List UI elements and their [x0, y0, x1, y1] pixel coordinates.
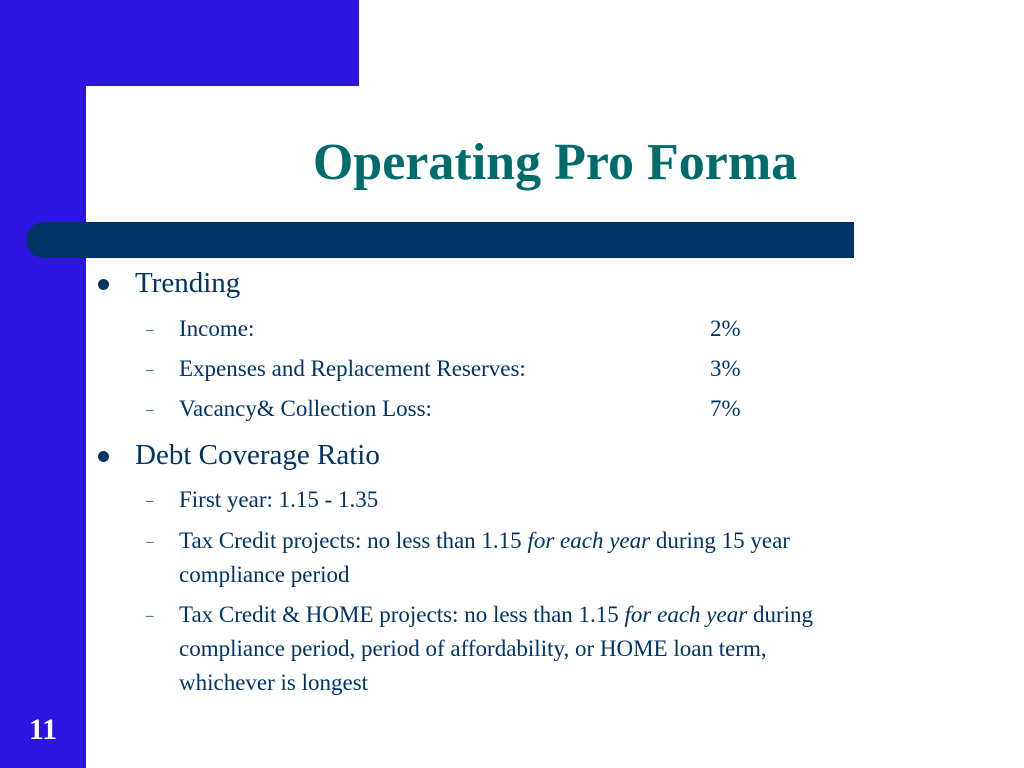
dash-icon: –: [146, 608, 154, 624]
dash-icon: –: [146, 402, 154, 418]
trending-item-value: 7%: [710, 396, 741, 421]
debt-first-year: First year: 1.15 - 1.35: [179, 487, 379, 512]
debt-tax-credit-line1: Tax Credit projects: no less than 1.15 f…: [179, 524, 790, 558]
dash-icon: –: [146, 322, 154, 338]
trending-item-label: Income:: [179, 316, 255, 341]
title-underline-bar: [26, 222, 854, 258]
slide-title: Operating Pro Forma: [312, 134, 798, 191]
text-segment: Tax Credit & HOME projects: no less than…: [179, 602, 625, 627]
debt-tax-credit-home-line2: compliance period, period of affordabili…: [179, 636, 767, 661]
trending-item-value: 3%: [710, 356, 741, 381]
debt-tax-credit-home-line3: whichever is longest: [179, 670, 369, 695]
trending-item-value: 2%: [710, 316, 741, 341]
top-frame-band: [0, 0, 359, 86]
debt-tax-credit-home-line1: Tax Credit & HOME projects: no less than…: [179, 598, 813, 632]
text-segment: Tax Credit projects: no less than 1.15: [179, 528, 528, 553]
bullet-debt-coverage: Debt Coverage Ratio: [135, 439, 380, 471]
emphasis-text: for each year: [624, 602, 748, 627]
text-segment: during 15 year: [650, 528, 790, 553]
bullet-icon: [98, 451, 109, 462]
text-segment: during: [747, 602, 813, 627]
emphasis-text: for each year: [527, 528, 651, 553]
bullet-trending: Trending: [135, 267, 241, 299]
debt-tax-credit-line2: compliance period: [179, 562, 350, 587]
trending-item-label: Expenses and Replacement Reserves:: [179, 356, 526, 381]
dash-icon: –: [146, 362, 154, 378]
trending-item-label: Vacancy& Collection Loss:: [179, 396, 432, 421]
dash-icon: –: [146, 534, 154, 550]
left-frame-band: [0, 0, 86, 768]
slide-number: 11: [28, 713, 58, 746]
dash-icon: –: [146, 493, 154, 509]
bullet-icon: [98, 279, 109, 290]
